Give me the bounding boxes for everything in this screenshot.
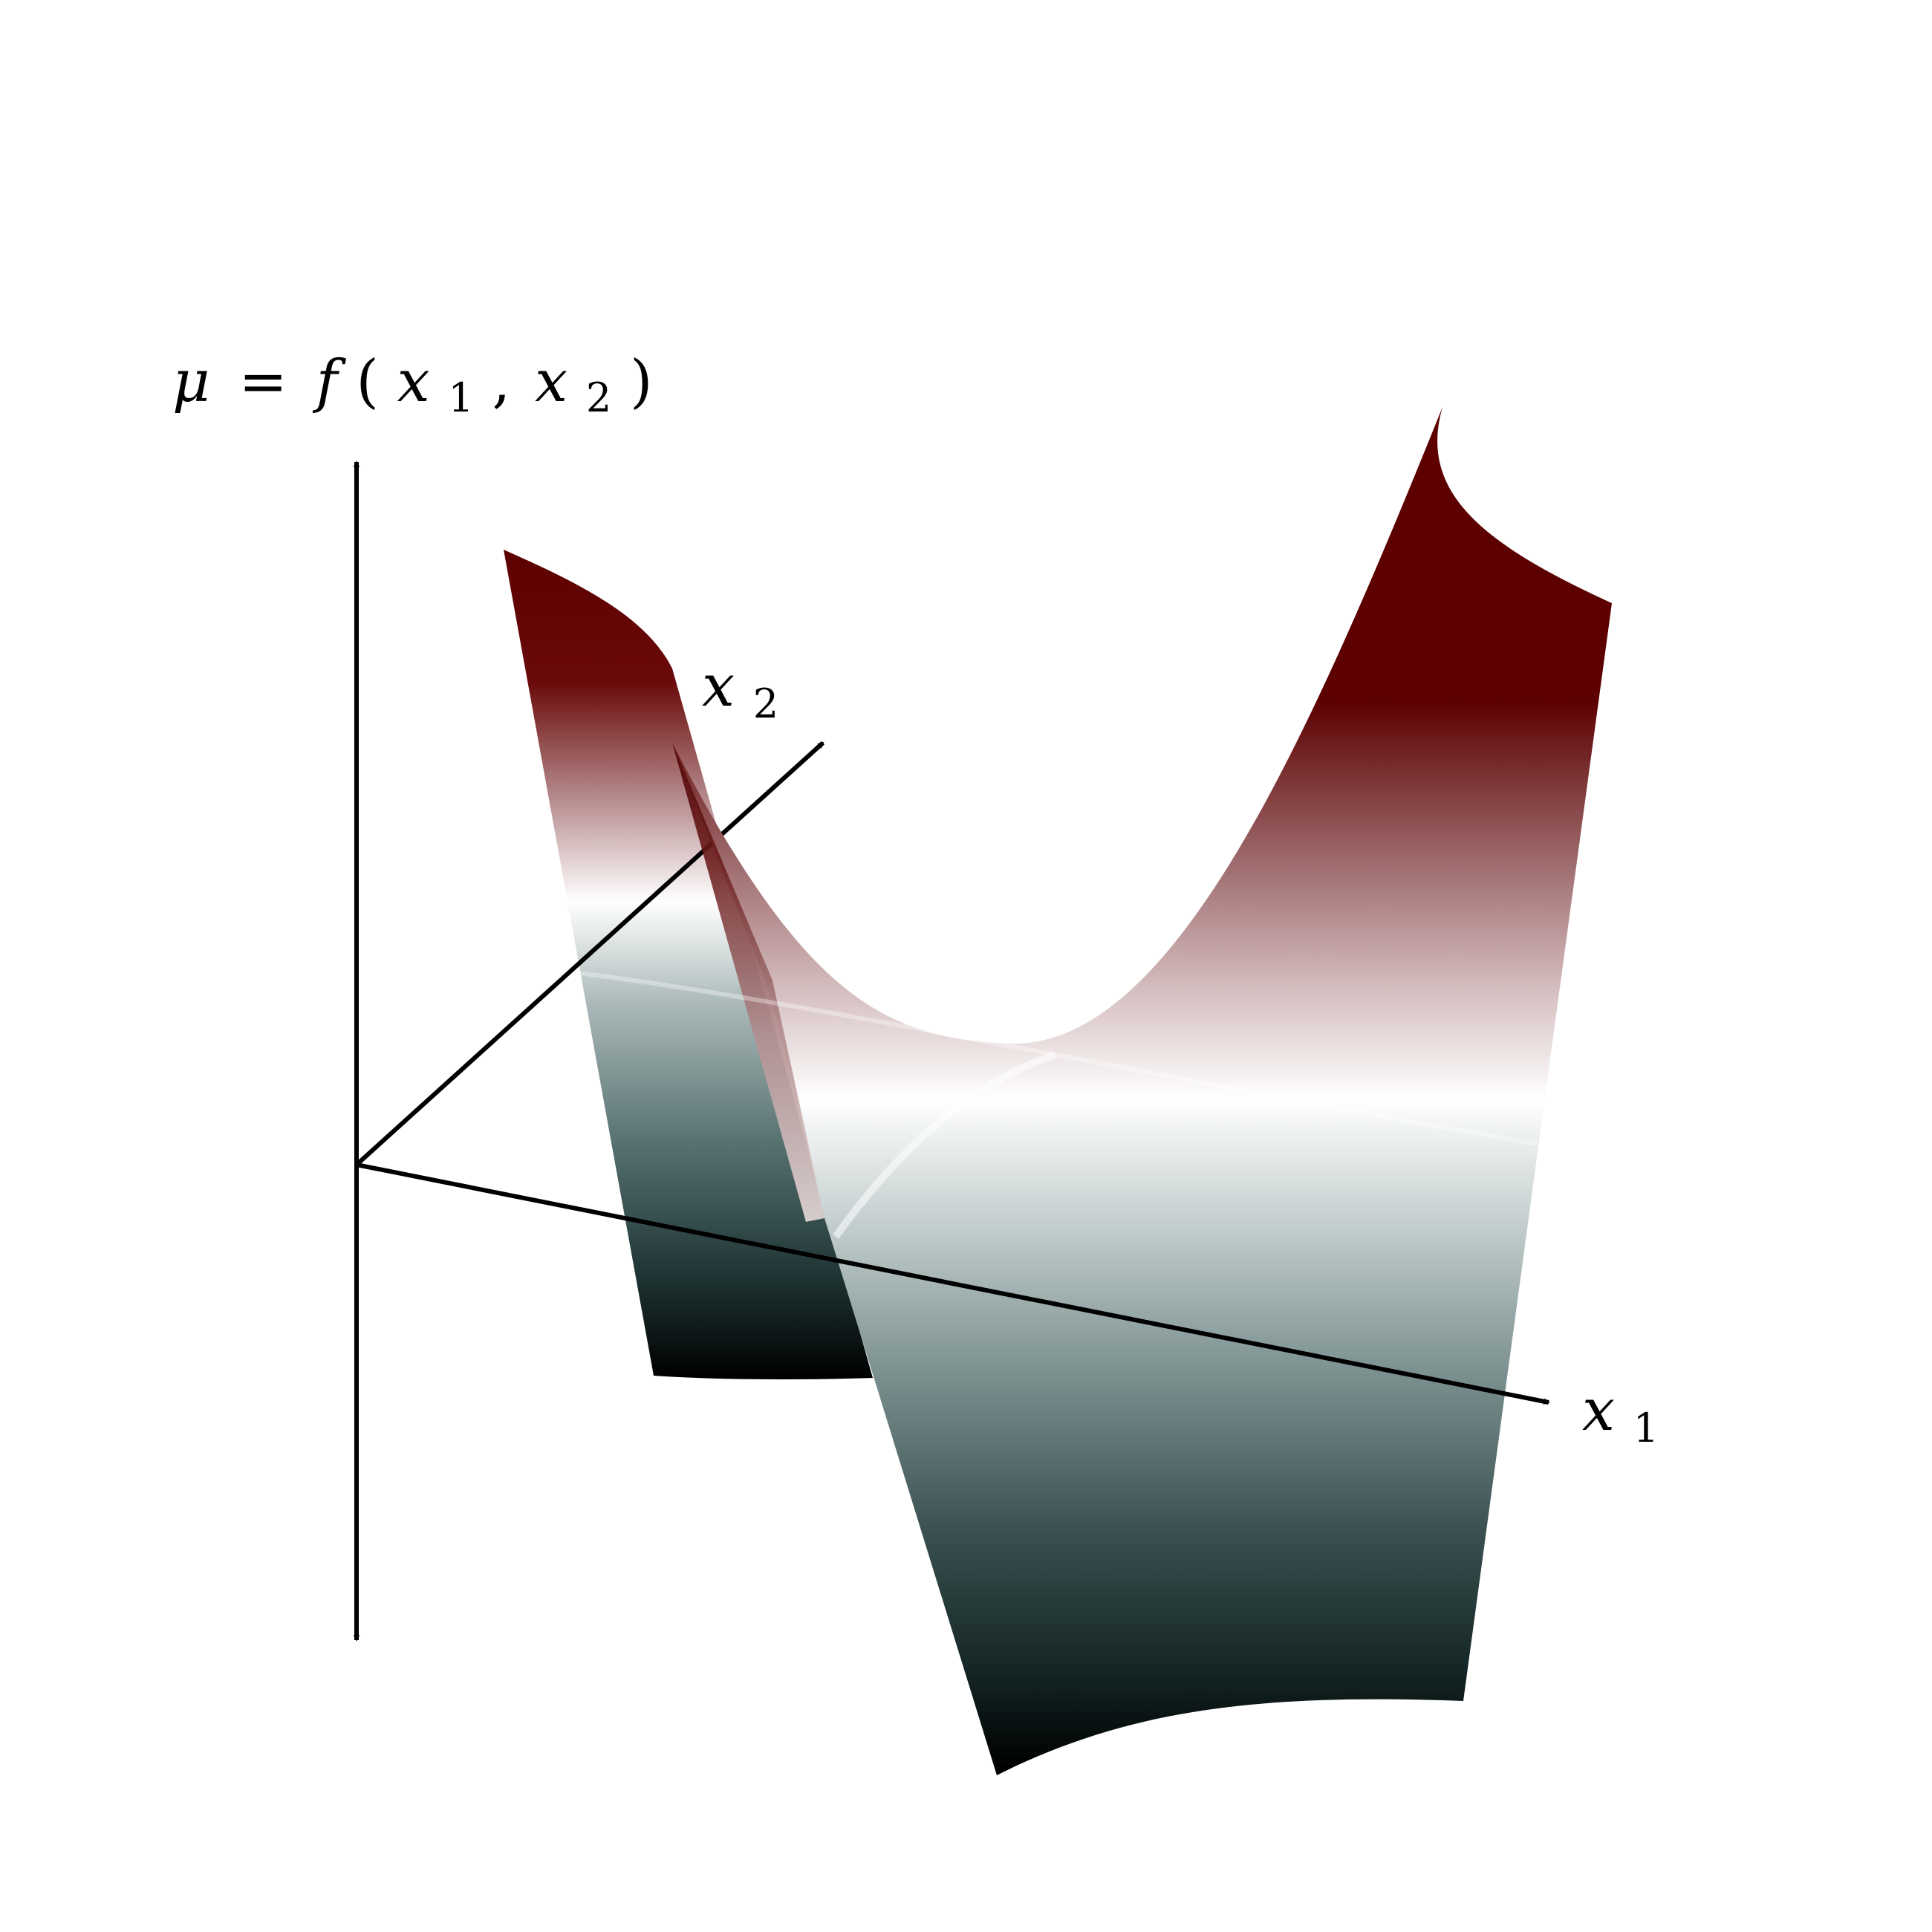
x1-axis xyxy=(356,1162,1550,1405)
saddle-highlight-2 xyxy=(579,971,1538,1146)
surface-back-flap xyxy=(504,550,873,1379)
saddle-highlight xyxy=(832,1051,1056,1239)
surface-inner-face xyxy=(672,743,824,1222)
mu-axis-label: μ = f ( x 1 , x 2 ) xyxy=(172,348,653,426)
x1-axis-label: x 1 xyxy=(1582,1377,1659,1451)
x2-axis-label: x 2 xyxy=(702,653,778,727)
surface-front xyxy=(672,407,1612,1775)
x2-axis xyxy=(354,741,825,1167)
